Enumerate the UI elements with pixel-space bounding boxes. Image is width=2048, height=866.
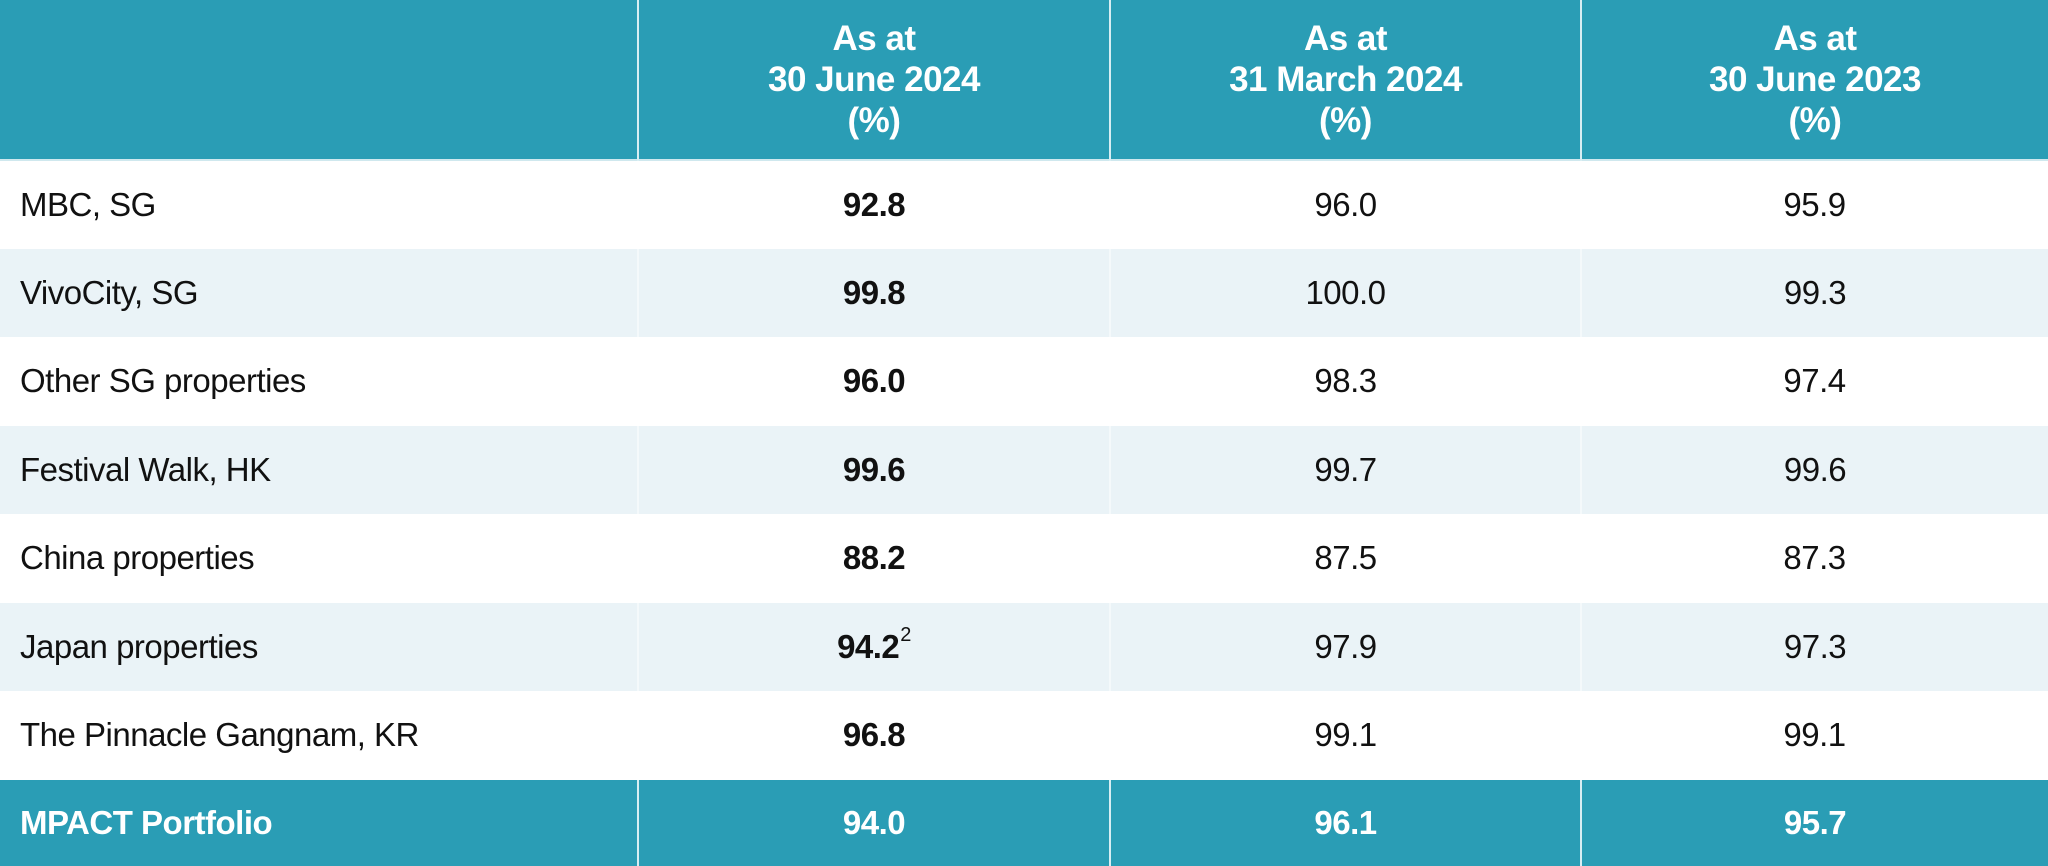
table-row: Festival Walk, HK 99.6 99.7 99.6 (0, 425, 2048, 514)
value-jun-2023: 97.4 (1783, 362, 1846, 400)
total-row: MPACT Portfolio 94.0 96.1 95.7 (0, 779, 2048, 866)
row-label: Japan properties (20, 627, 258, 665)
value-mar-2024: 98.3 (1314, 362, 1377, 400)
table-row: MBC, SG 92.8 96.0 95.9 (0, 160, 2048, 249)
value-jun-2024: 96.8 (842, 716, 906, 754)
row-label: China properties (20, 539, 255, 577)
value-mar-2024: 97.9 (1109, 602, 1581, 691)
header-row: As at 30 June 2024 (%) As at 31 March 20… (0, 0, 2048, 160)
header-line: As at (1773, 19, 1857, 58)
total-mar-2024: 96.1 (1109, 779, 1581, 866)
total-jun-2024: 94.0 (637, 779, 1110, 866)
table-row: China properties 88.2 87.5 87.3 (0, 514, 2048, 603)
total-label: MPACT Portfolio (20, 803, 273, 841)
header-mar-2024: As at 31 March 2024 (%) (1109, 0, 1581, 160)
table-row: VivoCity, SG 99.8 100.0 99.3 (0, 248, 2048, 337)
value-jun-2023: 99.6 (1580, 425, 2048, 514)
value-jun-2024: 88.2 (842, 539, 906, 577)
table-row: Japan properties 94.22 97.9 97.3 (0, 602, 2048, 691)
header-line: (%) (1788, 101, 1842, 140)
total-jun-2023: 95.7 (1580, 779, 2048, 866)
row-label: VivoCity, SG (20, 273, 199, 311)
header-empty-cell (0, 0, 638, 160)
value-jun-2024: 94.22 (637, 602, 1110, 691)
header-jun-2024: As at 30 June 2024 (%) (637, 0, 1110, 160)
value-jun-2023: 87.3 (1783, 539, 1846, 577)
value-mar-2024: 99.7 (1109, 425, 1581, 514)
header-line: (%) (1319, 101, 1372, 140)
header-line: 30 June 2024 (768, 60, 980, 99)
value-jun-2023: 97.3 (1580, 602, 2048, 691)
table-row: The Pinnacle Gangnam, KR 96.8 99.1 99.1 (0, 691, 2048, 780)
value-jun-2024: 92.8 (842, 185, 906, 223)
value-mar-2024: 99.1 (1314, 716, 1377, 754)
header-line: 31 March 2024 (1229, 60, 1462, 99)
value-jun-2023: 99.1 (1783, 716, 1846, 754)
header-line: (%) (847, 101, 901, 140)
value-jun-2023: 99.3 (1580, 248, 2048, 337)
header-line: As at (832, 19, 916, 58)
value-jun-2024: 99.6 (637, 425, 1110, 514)
value-mar-2024: 100.0 (1109, 248, 1581, 337)
header-jun-2023: As at 30 June 2023 (%) (1580, 0, 2048, 160)
row-label: MBC, SG (20, 185, 156, 223)
table-row: Other SG properties 96.0 98.3 97.4 (0, 337, 2048, 426)
row-label: Festival Walk, HK (20, 450, 271, 488)
value-mar-2024: 96.0 (1314, 185, 1377, 223)
footnote-marker: 2 (900, 623, 911, 646)
value-jun-2024: 96.0 (842, 362, 906, 400)
header-line: 30 June 2023 (1709, 60, 1921, 99)
value-text: 94.2 (837, 627, 900, 665)
value-jun-2024: 99.8 (637, 248, 1110, 337)
value-mar-2024: 87.5 (1314, 539, 1377, 577)
row-label: The Pinnacle Gangnam, KR (20, 716, 419, 754)
value-jun-2023: 95.9 (1783, 185, 1846, 223)
header-line: As at (1303, 19, 1388, 58)
row-label: Other SG properties (20, 362, 306, 400)
